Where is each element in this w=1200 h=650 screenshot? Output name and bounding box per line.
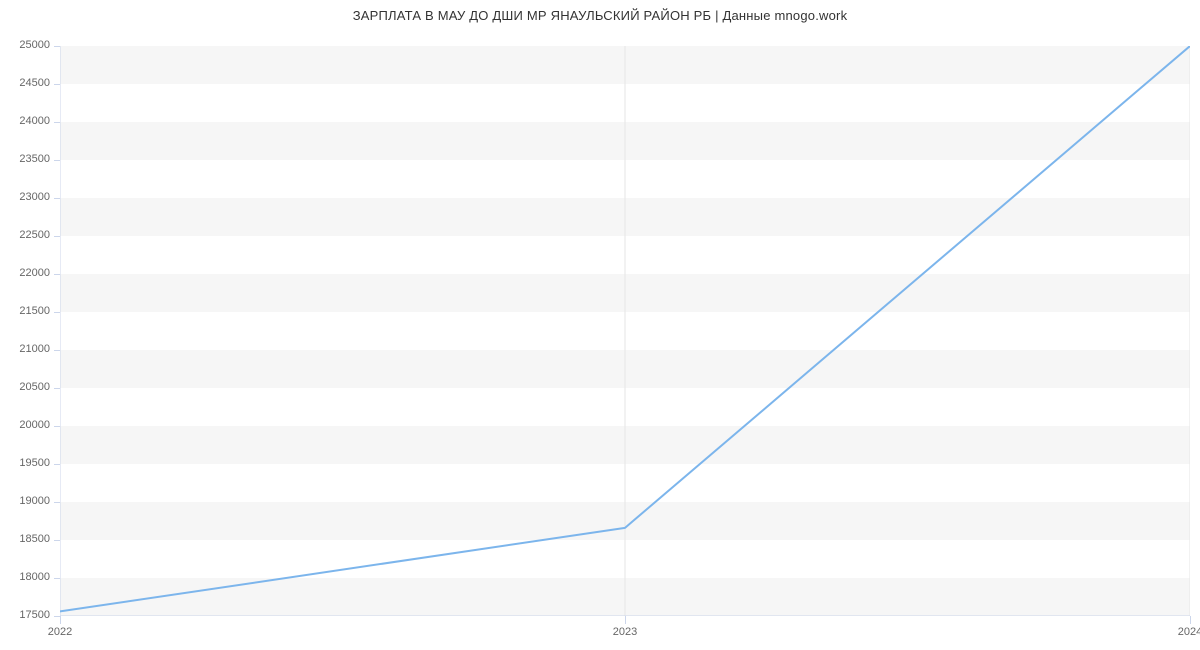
y-tick-label: 21500 [0, 305, 50, 317]
x-tick-label: 2022 [48, 626, 72, 638]
y-tick-label: 19000 [0, 495, 50, 507]
y-tick-mark [54, 274, 60, 275]
y-tick-mark [54, 46, 60, 47]
y-tick-mark [54, 540, 60, 541]
salary-line-chart: ЗАРПЛАТА В МАУ ДО ДШИ МР ЯНАУЛЬСКИЙ РАЙО… [0, 0, 1200, 650]
y-tick-label: 17500 [0, 609, 50, 621]
y-tick-label: 22000 [0, 267, 50, 279]
y-tick-label: 24500 [0, 77, 50, 89]
x-tick-mark [625, 616, 626, 624]
y-tick-label: 18500 [0, 533, 50, 545]
y-tick-mark [54, 312, 60, 313]
y-tick-mark [54, 122, 60, 123]
x-tick-mark [60, 616, 61, 624]
y-tick-label: 25000 [0, 39, 50, 51]
y-tick-label: 21000 [0, 343, 50, 355]
y-tick-mark [54, 236, 60, 237]
y-tick-label: 23500 [0, 153, 50, 165]
y-tick-label: 24000 [0, 115, 50, 127]
chart-svg [60, 46, 1190, 616]
y-tick-mark [54, 350, 60, 351]
y-tick-mark [54, 198, 60, 199]
x-tick-mark [1190, 616, 1191, 624]
x-tick-label: 2024 [1178, 626, 1200, 638]
y-tick-mark [54, 502, 60, 503]
y-tick-mark [54, 84, 60, 85]
chart-title: ЗАРПЛАТА В МАУ ДО ДШИ МР ЯНАУЛЬСКИЙ РАЙО… [0, 8, 1200, 23]
y-tick-label: 20500 [0, 381, 50, 393]
y-tick-label: 19500 [0, 457, 50, 469]
y-tick-mark [54, 578, 60, 579]
y-tick-label: 22500 [0, 229, 50, 241]
y-tick-mark [54, 160, 60, 161]
y-tick-mark [54, 426, 60, 427]
plot-area: 1750018000185001900019500200002050021000… [60, 46, 1190, 616]
y-tick-mark [54, 388, 60, 389]
x-tick-label: 2023 [613, 626, 637, 638]
y-tick-label: 18000 [0, 571, 50, 583]
y-tick-label: 20000 [0, 419, 50, 431]
y-tick-mark [54, 464, 60, 465]
y-tick-label: 23000 [0, 191, 50, 203]
